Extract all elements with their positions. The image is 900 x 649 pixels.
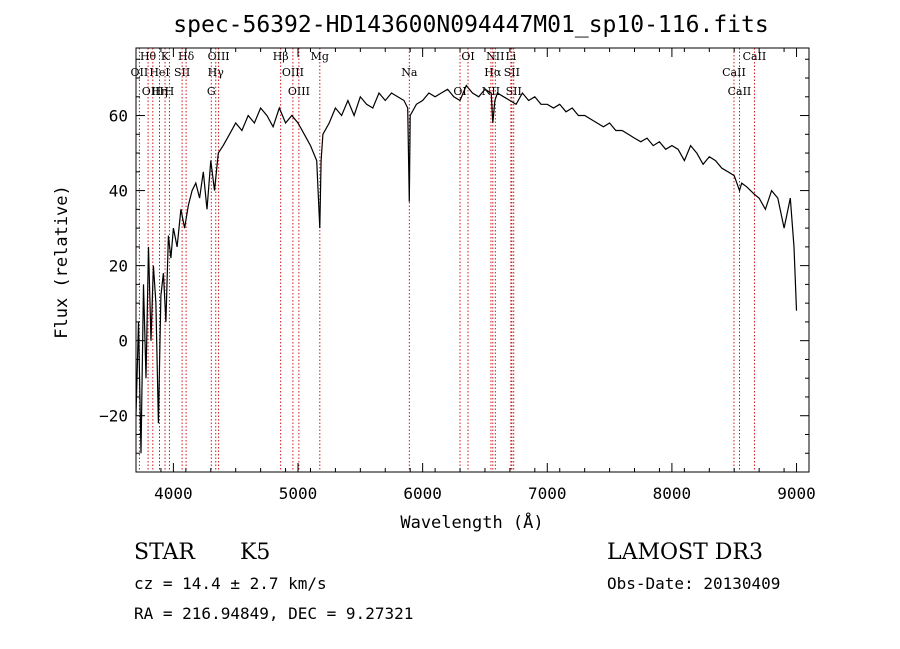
x-tick-label: 8000	[653, 484, 692, 503]
marker-label: CaII	[722, 66, 746, 79]
marker-label: OII	[131, 66, 149, 79]
x-tick-label: 6000	[403, 484, 442, 503]
marker-label: Hα	[484, 66, 502, 79]
plot-frame	[135, 47, 810, 473]
survey-label: LAMOST DR3	[607, 540, 763, 565]
marker-label: CaII	[743, 50, 767, 63]
object-class: STAR	[134, 540, 195, 565]
y-tick-label: 0	[118, 332, 128, 351]
y-tick-label: 40	[109, 182, 128, 201]
x-axis: 4000 5000 6000 7000 8000 9000	[135, 48, 816, 503]
marker-label: Hη	[151, 85, 167, 98]
marker-label: OIII	[288, 85, 310, 98]
marker-label: SII	[504, 66, 520, 79]
marker-label: SII	[174, 66, 190, 79]
y-tick-label: −20	[99, 407, 128, 426]
y-tick-label: 60	[109, 107, 128, 126]
series-layer	[135, 84, 798, 454]
marker-label: OI	[453, 85, 466, 98]
line-markers: HθOIIOIIIKHeIHηHδSIIHOIIIHγGHβOIIIOIIIMg…	[131, 48, 767, 472]
x-tick-label: 5000	[279, 484, 318, 503]
coordinates: RA = 216.94849, DEC = 9.27321	[134, 604, 414, 623]
marker-label: Hγ	[208, 66, 225, 79]
y-axis: −20 0 20 40 60	[99, 58, 809, 454]
marker-label: H	[165, 85, 175, 98]
marker-label: K	[161, 50, 170, 63]
marker-label: Hβ	[273, 50, 289, 63]
obs-date: Obs-Date: 20130409	[607, 574, 781, 593]
x-tick-label: 4000	[154, 484, 193, 503]
x-axis-label: Wavelength (Å)	[400, 511, 543, 533]
marker-label: Na	[401, 66, 418, 79]
marker-label: SII	[506, 85, 522, 98]
marker-label: Mg	[311, 50, 329, 63]
x-tick-label: 7000	[528, 484, 567, 503]
marker-label: OIII	[142, 85, 164, 98]
redshift-value: cz = 14.4 ± 2.7 km/s	[134, 574, 327, 593]
marker-label: NII	[486, 50, 504, 63]
y-axis-label: Flux (relative)	[52, 185, 72, 339]
marker-label: OIII	[282, 66, 304, 79]
marker-label: OI	[461, 50, 474, 63]
marker-label: G	[207, 85, 216, 98]
series-flux-line	[135, 84, 798, 454]
chart-title: spec-56392-HD143600N094447M01_sp10-116.f…	[173, 12, 768, 38]
marker-label: OIII	[208, 50, 230, 63]
marker-label: Li	[505, 50, 516, 63]
marker-label: Hθ	[140, 50, 157, 63]
object-subclass: K5	[240, 540, 271, 565]
y-tick-label: 20	[109, 257, 128, 276]
marker-label: CaII	[728, 85, 752, 98]
x-tick-label: 9000	[777, 484, 816, 503]
